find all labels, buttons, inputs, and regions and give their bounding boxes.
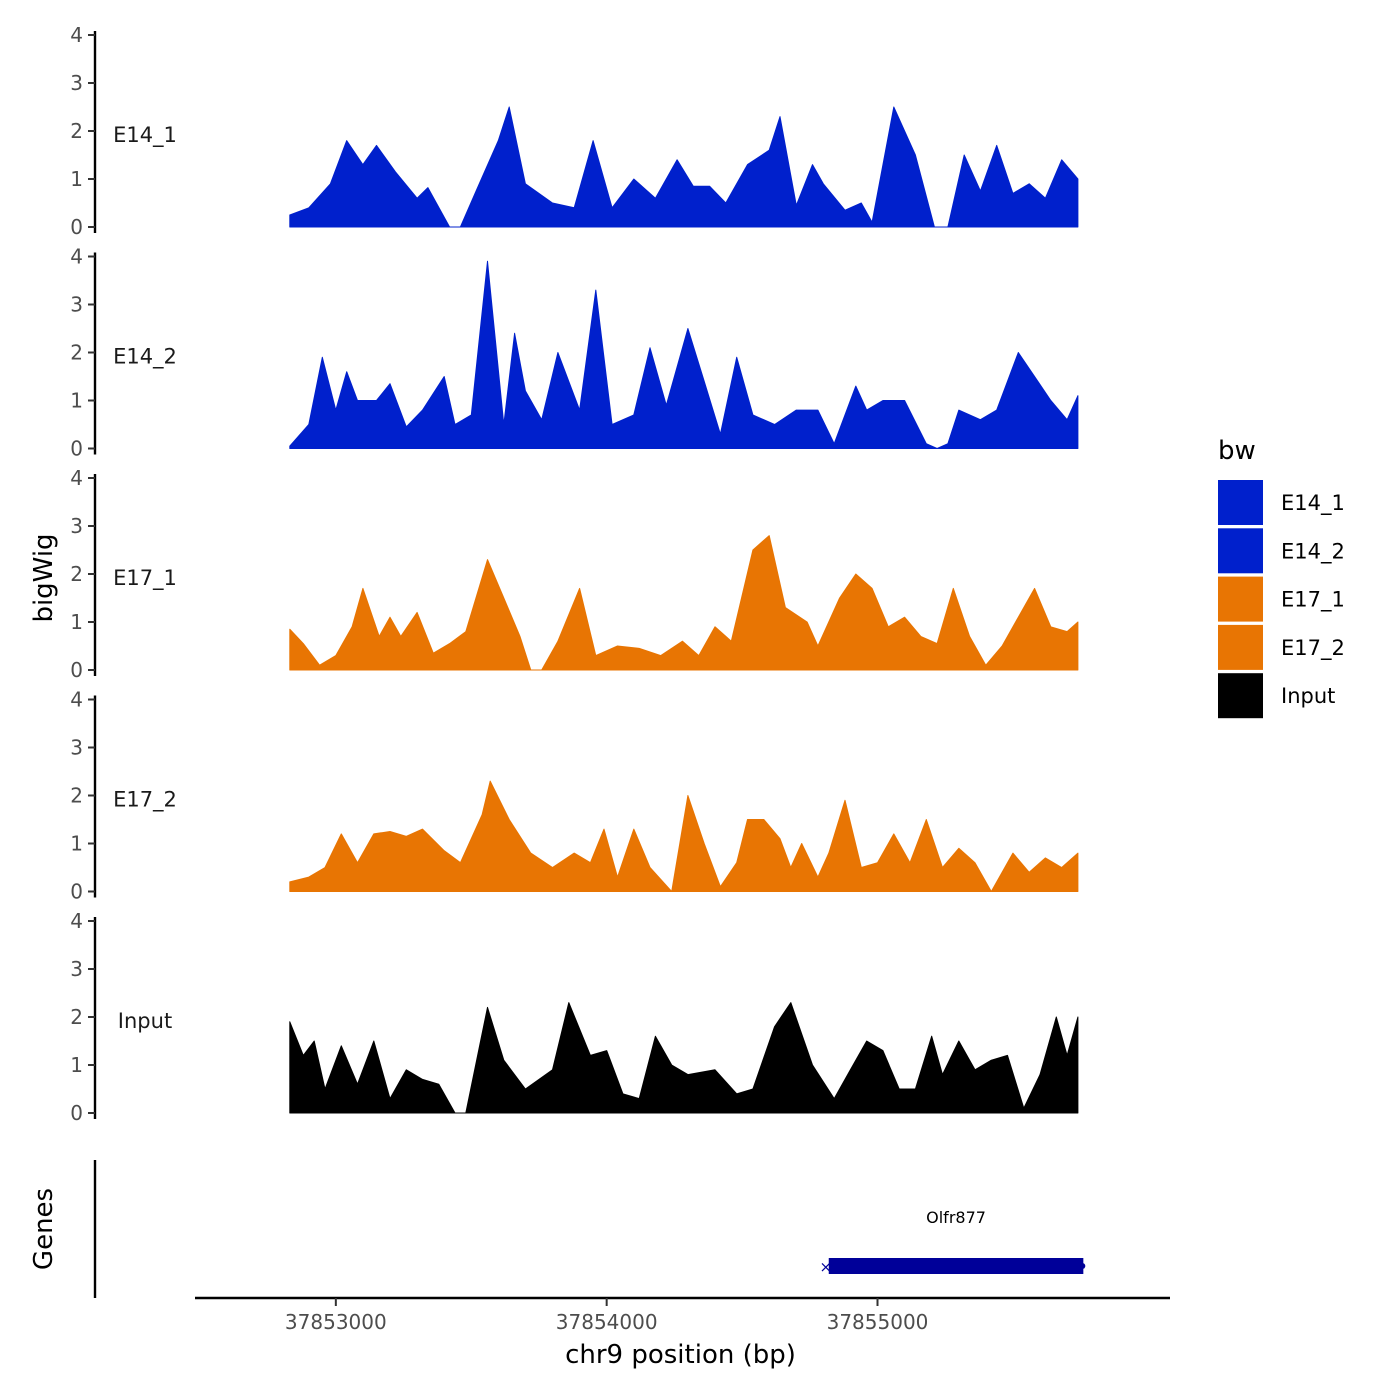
gene-start-marker: × [819, 1258, 832, 1276]
panel-label: Input [118, 1009, 172, 1033]
y-tick-label: 0 [70, 1101, 83, 1125]
genes-panel: Olfr877 × [93, 1160, 1086, 1298]
x-tick-label: 37855000 [827, 1310, 929, 1334]
area-E17_2 [289, 780, 1079, 892]
y-tick-label: 2 [70, 119, 83, 143]
panel-label: E14_1 [113, 123, 177, 148]
y-tick-label: 4 [70, 23, 83, 47]
gene-bar [828, 1258, 1084, 1274]
y-tick-label: 4 [70, 909, 83, 933]
x-axis: 37853000 37854000 37855000 [195, 1296, 1170, 1334]
y-tick-label: 0 [70, 880, 83, 904]
legend-swatch [1218, 576, 1263, 622]
legend-label: Input [1281, 684, 1335, 708]
legend-title: bw [1218, 436, 1256, 466]
legend-swatch [1218, 480, 1263, 525]
y-tick-label: 2 [70, 784, 83, 808]
y-tick-label: 3 [70, 71, 83, 95]
legend-item: E14_2 [1218, 528, 1345, 574]
genes-axis-title: Genes [29, 1188, 59, 1270]
legend-label: E17_2 [1281, 636, 1345, 661]
legend-item: Input [1218, 673, 1335, 719]
y-tick-label: 2 [70, 1005, 83, 1029]
panel-label: E17_2 [113, 788, 177, 813]
legend-item: E17_1 [1218, 576, 1345, 622]
legend-label: E17_1 [1281, 588, 1345, 613]
area-Input [289, 1002, 1079, 1114]
legend: bw E14_1 E14_2 E17_1 E17_2 Input [1218, 436, 1345, 719]
y-tick-label: 3 [70, 957, 83, 981]
panel-label: E14_2 [113, 345, 177, 370]
panel-E14_2: 0 1 2 3 4 E14_2 [70, 245, 1079, 461]
y-tick-label: 1 [70, 1053, 83, 1077]
x-tick-label: 37854000 [556, 1310, 658, 1334]
y-tick-label: 4 [70, 688, 83, 712]
y-tick-label: 0 [70, 215, 83, 239]
legend-item: E17_2 [1218, 624, 1345, 670]
panel-E17_1: 0 1 2 3 4 E17_1 [70, 466, 1079, 682]
gene-label: Olfr877 [926, 1208, 986, 1227]
y-tick-label: 1 [70, 389, 83, 413]
y-tick-label: 0 [70, 658, 83, 682]
area-E14_1 [289, 106, 1079, 228]
x-tick-label: 37853000 [285, 1310, 387, 1334]
bigwig-panels: 0 1 2 3 4 E14_1 0 1 2 3 4 E14_2 0 1 2 3 4 E17_1 0 1 2 3 4 E17_2… [70, 23, 1079, 1125]
y-tick-label: 1 [70, 167, 83, 191]
legend-label: E14_2 [1281, 539, 1345, 564]
y-axis-title: bigWig [29, 533, 59, 622]
y-tick-label: 2 [70, 341, 83, 365]
area-E17_1 [289, 535, 1079, 671]
legend-item: E14_1 [1218, 480, 1345, 525]
y-tick-label: 3 [70, 514, 83, 538]
legend-label: E14_1 [1281, 491, 1345, 516]
y-tick-label: 1 [70, 610, 83, 634]
y-tick-label: 4 [70, 466, 83, 490]
panel-Input: 0 1 2 3 4 Input [70, 909, 1079, 1125]
y-tick-label: 4 [70, 245, 83, 269]
y-tick-label: 3 [70, 736, 83, 760]
y-tick-label: 1 [70, 832, 83, 856]
area-E14_2 [289, 260, 1079, 449]
y-tick-label: 2 [70, 562, 83, 586]
legend-swatch [1218, 624, 1263, 670]
gene-end-marker [1079, 1263, 1086, 1269]
legend-swatch [1218, 673, 1263, 719]
y-tick-label: 3 [70, 293, 83, 317]
panel-E14_1: 0 1 2 3 4 E14_1 [70, 23, 1079, 239]
panel-E17_2: 0 1 2 3 4 E17_2 [70, 688, 1079, 904]
legend-swatch [1218, 528, 1263, 574]
x-axis-title: chr9 position (bp) [565, 1340, 796, 1370]
y-tick-label: 0 [70, 437, 83, 461]
panel-label: E17_1 [113, 566, 177, 591]
